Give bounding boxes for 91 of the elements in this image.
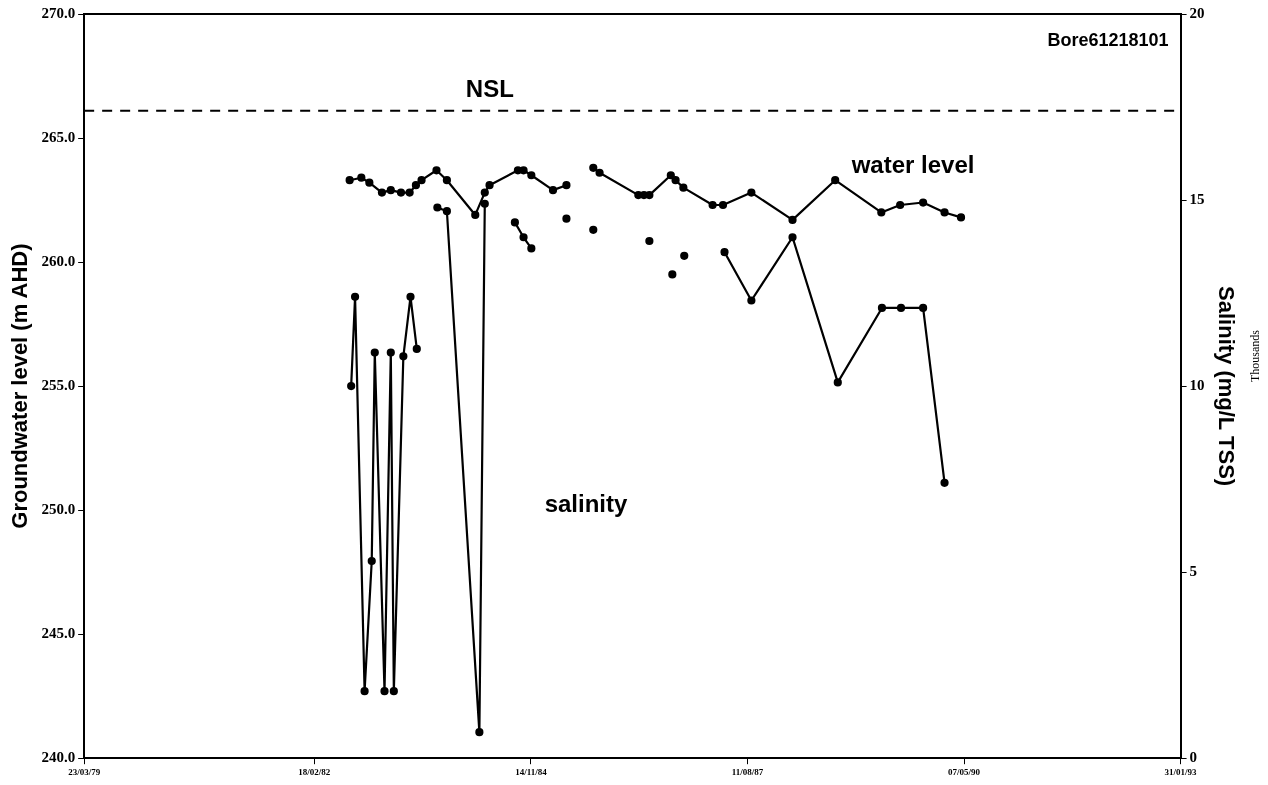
- point: [485, 181, 494, 190]
- point: [645, 190, 654, 200]
- y2-tick-label: 5: [1189, 563, 1198, 580]
- point: [417, 176, 426, 185]
- point: [357, 173, 366, 182]
- point: [720, 248, 729, 257]
- point: [877, 208, 886, 217]
- y2-tick-label: 10: [1189, 376, 1205, 393]
- point: [896, 303, 906, 313]
- point: [386, 186, 395, 195]
- point: [433, 203, 442, 212]
- point: [442, 207, 451, 216]
- y-tick-label: 260.0: [41, 252, 76, 269]
- point: [380, 687, 389, 696]
- text: Thousands: [1248, 329, 1263, 383]
- y-tick-label: 270.0: [41, 4, 76, 21]
- point: [519, 166, 528, 175]
- point: [680, 251, 689, 260]
- point: [634, 190, 643, 200]
- point: [718, 200, 728, 210]
- point: [940, 208, 949, 217]
- point: [365, 178, 374, 187]
- point: [562, 214, 571, 223]
- point: [406, 292, 415, 301]
- point: [833, 378, 842, 387]
- point: [386, 348, 395, 357]
- series-label: water level: [850, 151, 975, 179]
- point: [396, 188, 406, 197]
- point: [589, 225, 598, 234]
- point: [432, 166, 441, 175]
- point: [919, 198, 928, 207]
- point: [708, 200, 717, 210]
- point: [370, 348, 379, 357]
- y-tick-label: 245.0: [41, 625, 76, 642]
- point: [548, 186, 558, 195]
- point: [747, 188, 756, 197]
- point: [527, 244, 536, 253]
- point: [510, 218, 519, 227]
- point: [412, 344, 421, 353]
- point: [480, 199, 489, 208]
- point: [940, 478, 949, 487]
- point: [831, 176, 840, 185]
- y-tick-label: 255.0: [41, 376, 76, 393]
- point: [347, 382, 356, 391]
- point: [589, 163, 598, 172]
- point: [666, 171, 675, 180]
- y-tick-label: 265.0: [41, 128, 76, 145]
- point: [919, 303, 928, 313]
- point: [788, 233, 797, 242]
- y2-tick-label: 0: [1189, 749, 1198, 766]
- point: [480, 188, 489, 197]
- x-tick-label: 07/05/90: [948, 766, 981, 777]
- annotation: Bore61218101: [1047, 29, 1169, 50]
- point: [877, 303, 887, 313]
- point: [399, 352, 408, 361]
- point: [671, 176, 680, 185]
- text: salinity: [544, 489, 629, 517]
- y-axis-title: Groundwater level (m AHD): [7, 243, 33, 529]
- point: [389, 687, 398, 696]
- point: [471, 210, 480, 220]
- point: [562, 181, 571, 190]
- point: [411, 181, 421, 190]
- point: [747, 296, 756, 305]
- x-tick-label: 23/03/79: [68, 766, 101, 777]
- point: [377, 188, 387, 197]
- point: [679, 183, 688, 192]
- point: [442, 176, 451, 185]
- y2-tick-label: 15: [1189, 190, 1205, 207]
- point: [527, 171, 536, 180]
- point: [367, 556, 376, 566]
- point: [519, 233, 528, 242]
- x-tick-label: 18/02/82: [298, 766, 331, 777]
- point: [345, 176, 354, 185]
- x-tick-label: 31/01/93: [1164, 766, 1198, 777]
- point: [350, 292, 360, 301]
- point: [360, 687, 369, 696]
- y2-tick-label: 20: [1189, 4, 1205, 21]
- ref-line-label: NSL: [465, 75, 514, 103]
- y-tick-label: 240.0: [41, 749, 76, 766]
- y-tick-label: 250.0: [41, 501, 76, 518]
- point: [896, 200, 905, 210]
- point: [956, 213, 966, 222]
- point: [668, 270, 677, 279]
- y2-axis-title: Salinity (mg/L TSS): [1213, 286, 1239, 487]
- point: [645, 236, 654, 246]
- x-tick-label: 14/11/84: [515, 766, 548, 777]
- x-tick-label: 11/08/87: [731, 766, 764, 777]
- point: [475, 728, 484, 737]
- point: [405, 188, 414, 197]
- point: [788, 215, 797, 224]
- point: [595, 168, 604, 177]
